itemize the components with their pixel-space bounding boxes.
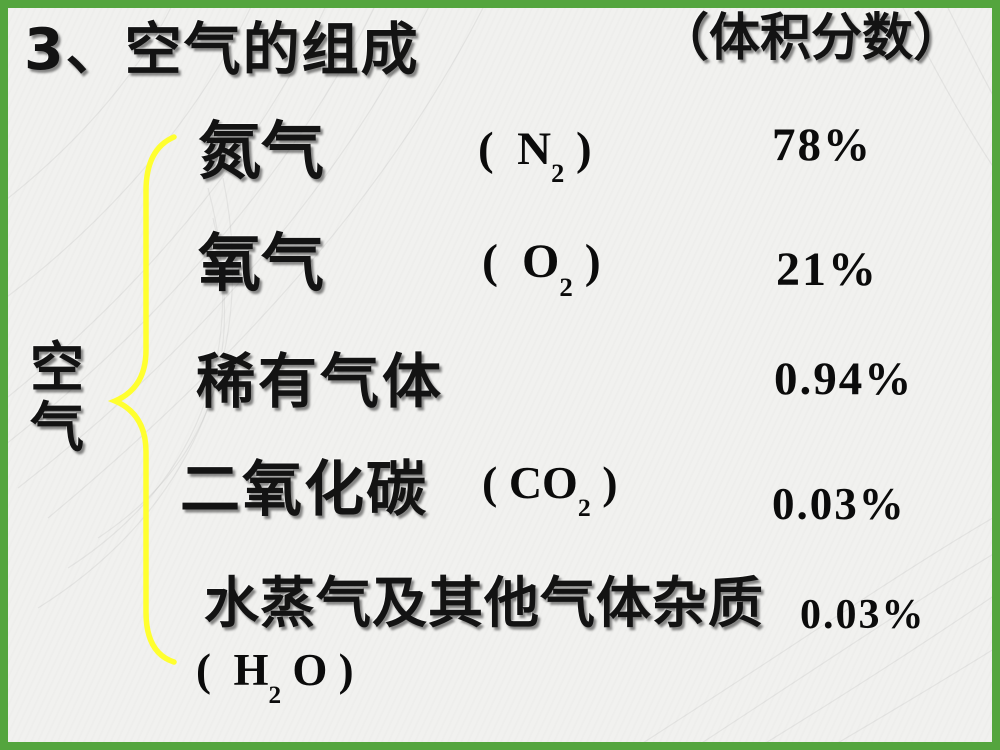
formula-text: O ) <box>281 645 354 695</box>
gas-formula-nitrogen: ( N2 ) <box>478 123 592 187</box>
gas-name-nitrogen: 氮气 <box>198 115 324 188</box>
slide-title: 3、空气的组成 <box>24 17 420 83</box>
gas-name-water-vapor: 水蒸气及其他气体杂质 <box>204 571 765 635</box>
gas-name-carbon-dioxide: 二氧化碳 <box>180 455 428 525</box>
formula-text: ) <box>590 457 618 508</box>
formula-subscript: 2 <box>268 681 282 709</box>
gas-formula-water: ( H2 O ) <box>196 645 354 707</box>
air-bracket-label: 空 气 <box>30 336 84 460</box>
gas-percent-noble-gases: 0.94% <box>774 353 914 405</box>
formula-text: ( N <box>478 123 552 175</box>
gas-percent-carbon-dioxide: 0.03% <box>772 479 906 529</box>
gas-name-noble-gases: 稀有气体 <box>196 347 445 416</box>
air-label-char-1: 空 <box>30 336 84 399</box>
formula-text: ) <box>564 123 592 175</box>
formula-text: ( H <box>196 645 269 695</box>
slide-paper: 3、空气的组成 （体积分数） 空 气 氮气 ( N2 ) 78% 氧气 ( O2… <box>8 8 992 742</box>
gas-formula-oxygen: ( O2 ) <box>482 235 601 300</box>
gas-formula-carbon-dioxide: ( CO2 ) <box>482 457 618 520</box>
formula-subscript: 2 <box>559 271 573 302</box>
gas-name-oxygen: 氧气 <box>198 227 324 300</box>
gas-percent-nitrogen: 78% <box>772 119 872 171</box>
formula-subscript: 2 <box>551 159 565 189</box>
formula-subscript: 2 <box>577 492 591 522</box>
formula-text: ) <box>572 235 601 288</box>
formula-text: ( O <box>482 235 560 288</box>
slide-subtitle: （体积分数） <box>658 9 965 68</box>
air-label-char-2: 气 <box>30 396 84 460</box>
formula-text: ( CO <box>482 457 578 508</box>
gas-percent-water-vapor: 0.03% <box>800 592 926 638</box>
gas-percent-oxygen: 21% <box>776 243 878 296</box>
